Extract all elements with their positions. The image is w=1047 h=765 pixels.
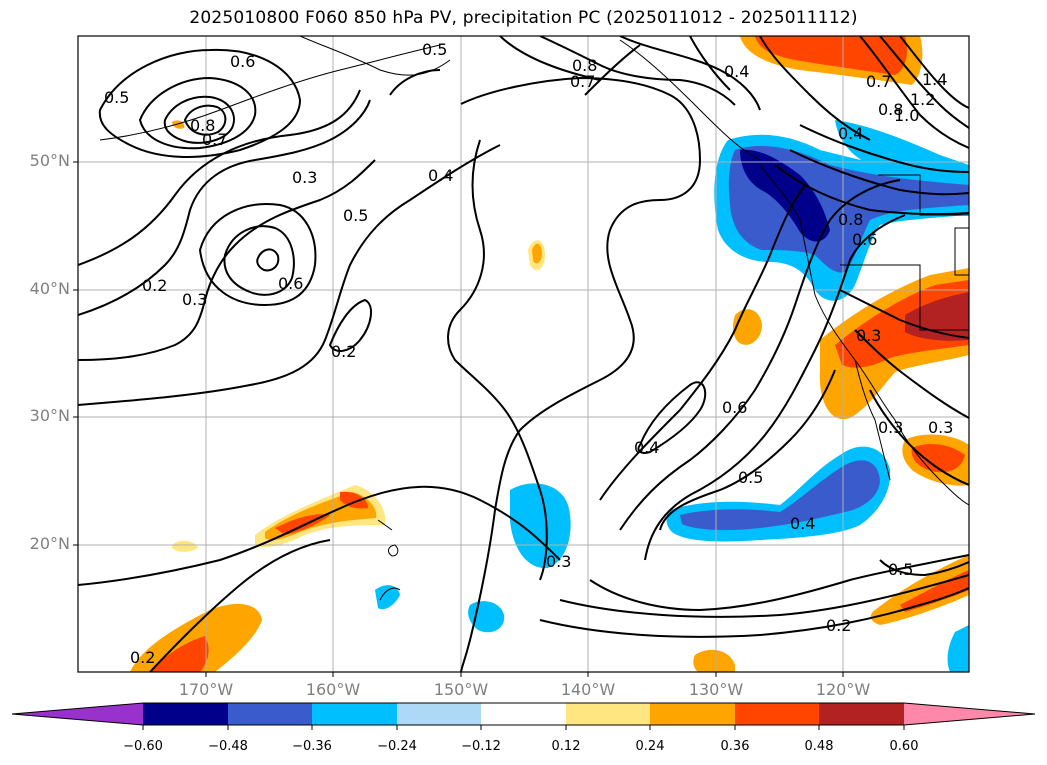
contour-label: 0.2	[826, 616, 852, 635]
colorbar-extend-max	[904, 703, 1035, 725]
lon-label-120w: 120°W	[815, 680, 871, 699]
lat-label-20n: 20°N	[29, 534, 70, 553]
colorbar-tick: −0.24	[377, 739, 417, 754]
contour-label: 0.8	[878, 100, 904, 119]
colorbar-tick: 0.12	[551, 739, 581, 754]
lon-label-160w: 160°W	[305, 680, 361, 699]
contour-label: 0.2	[331, 342, 357, 361]
colorbar-tick: 0.24	[635, 739, 665, 754]
contour-label: 0.6	[852, 230, 878, 249]
colorbar-tick: 0.60	[889, 739, 919, 754]
contour-label: 0.7	[570, 72, 596, 91]
contour-label: 0.8	[838, 210, 864, 229]
lon-label-170w: 170°W	[178, 680, 234, 699]
contour-label: 0.7	[866, 72, 892, 91]
contour-label: 0.4	[790, 514, 816, 533]
colorbar-tick: 0.36	[720, 739, 750, 754]
plot-frame	[77, 35, 970, 673]
contour-label: 0.3	[856, 326, 882, 345]
contour-label: 0.8	[190, 116, 216, 135]
tick-marks	[73, 161, 844, 677]
contour-label: 0.4	[838, 124, 864, 143]
lon-label-130w: 130°W	[688, 680, 744, 699]
contour-label: 0.3	[878, 418, 904, 437]
contour-label: 0.5	[738, 468, 764, 487]
contour-label: 0.5	[422, 40, 448, 59]
colorbar	[11, 702, 1036, 730]
contour-label: 0.5	[343, 206, 369, 225]
colorbar-extend-min	[12, 703, 143, 725]
lat-label-30n: 30°N	[29, 406, 70, 425]
contour-label: 0.6	[722, 398, 748, 417]
colorbar-tick: −0.36	[292, 739, 332, 754]
contour-label: 0.3	[546, 552, 572, 571]
contour-label: 1.4	[922, 70, 948, 89]
contour-label: 0.2	[142, 276, 168, 295]
contour-label: 0.4	[428, 166, 454, 185]
contour-label: 1.2	[910, 90, 936, 109]
contour-label: 0.6	[278, 274, 304, 293]
lon-label-150w: 150°W	[433, 680, 489, 699]
colorbar-tick: −0.48	[208, 739, 248, 754]
lat-label-40n: 40°N	[29, 279, 70, 298]
map-title: 2025010800 F060 850 hPa PV, precipitatio…	[189, 8, 858, 28]
colorbar-tick: −0.60	[123, 739, 163, 754]
contour-label: 0.6	[230, 52, 256, 71]
coastlines	[99, 36, 969, 601]
contour-label: 0.7	[202, 130, 228, 149]
contour-label: 0.8	[572, 56, 598, 75]
contour-label: 0.3	[182, 290, 208, 309]
contour-label: 0.5	[104, 88, 130, 107]
contour-label: 0.5	[888, 560, 914, 579]
plot-area	[78, 36, 969, 672]
contour-label: 0.4	[634, 438, 660, 457]
pv-contours	[78, 36, 969, 672]
contour-label: 0.4	[724, 62, 750, 81]
lon-label-140w: 140°W	[560, 680, 616, 699]
contour-label: 0.3	[292, 168, 318, 187]
contour-label: 1.0	[894, 106, 920, 125]
contour-label: 0.2	[130, 648, 156, 667]
colorbar-tick: −0.12	[461, 739, 501, 754]
lat-label-50n: 50°N	[29, 151, 70, 170]
colorbar-tick: 0.48	[804, 739, 834, 754]
contour-label: 0.3	[928, 418, 954, 437]
